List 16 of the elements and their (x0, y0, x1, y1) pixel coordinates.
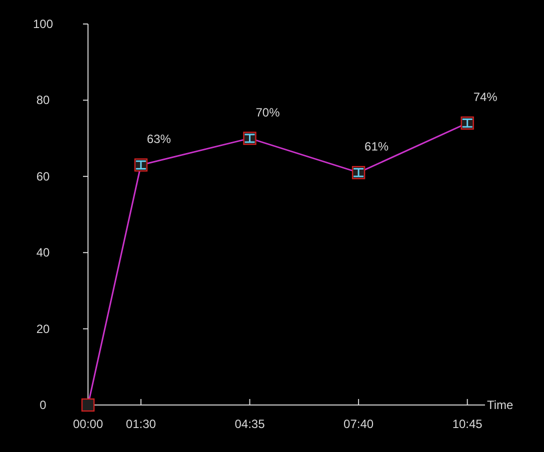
data-label: 63% (146, 132, 172, 146)
data-label: 74% (473, 90, 498, 104)
y-tick-label: 40 (36, 246, 50, 260)
y-tick-label: 60 (36, 169, 50, 184)
x-tick-label: 00:00 (72, 417, 104, 431)
x-tick-label: 10:45 (452, 417, 483, 431)
x-tick-label: 01:30 (126, 417, 156, 431)
x-tick-label: 07:40 (344, 417, 374, 431)
y-tick-label: 20 (36, 322, 50, 336)
y-tick-label: 80 (36, 93, 50, 108)
x-axis-title: Time (487, 398, 514, 412)
y-tick-label: 100 (32, 17, 54, 31)
data-label: 61% (364, 140, 389, 154)
y-tick-label: 0 (40, 398, 47, 412)
data-label: 70% (256, 105, 280, 120)
x-tick-label: 04:35 (234, 417, 266, 431)
